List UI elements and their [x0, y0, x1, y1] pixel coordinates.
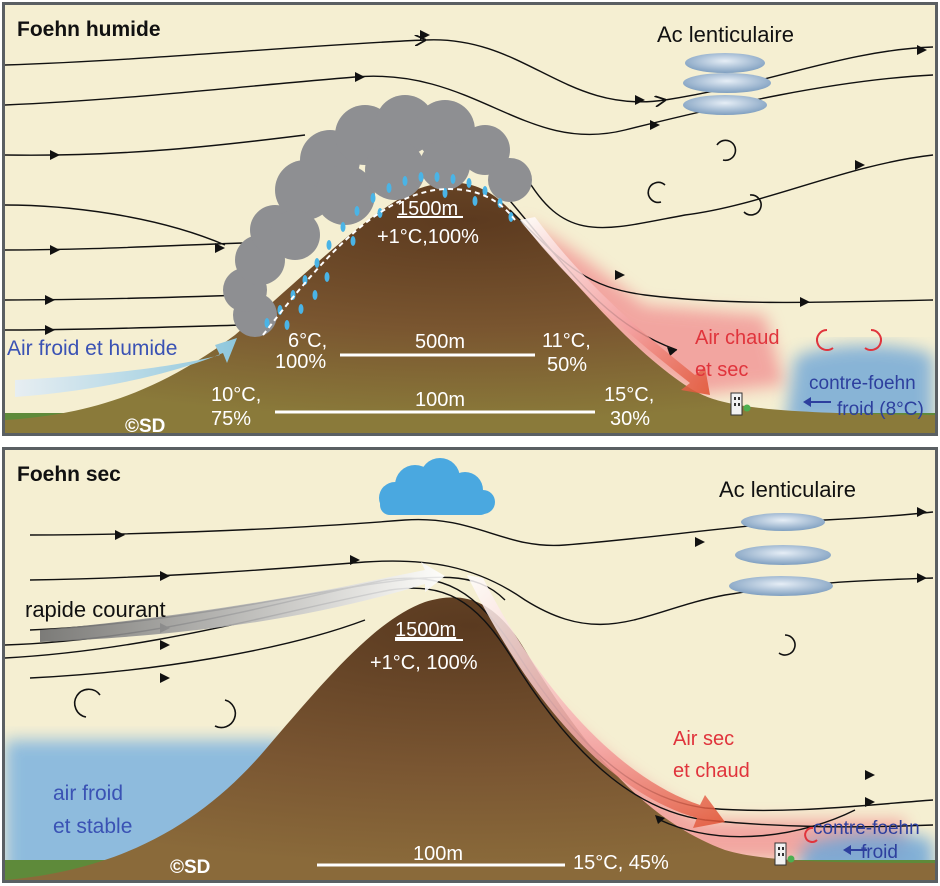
town-icon	[774, 842, 795, 866]
ac-lenticulaire-label: Ac lenticulaire	[719, 477, 856, 502]
signature: ©SD	[170, 857, 211, 878]
mountain	[5, 597, 935, 880]
cold-air-label-1: air froid	[53, 782, 124, 805]
altitude-100m: 100m	[413, 843, 464, 865]
summit-altitude: 1500m	[397, 198, 459, 220]
jet-label: rapide courant	[25, 597, 166, 622]
summit-conditions: +1°C, 100%	[370, 652, 478, 674]
windward-500-temp: 6°C,	[288, 330, 328, 352]
eddies	[647, 139, 762, 216]
warm-air-label-2: et sec	[695, 359, 749, 381]
inflow-label: Air froid et humide	[7, 337, 178, 360]
orographic-cloud	[223, 95, 532, 337]
summit-conditions: +1°C,100%	[377, 226, 479, 248]
signature: ©SD	[125, 416, 166, 436]
windward-500-rh: 100%	[275, 351, 327, 373]
red-eddies	[816, 329, 882, 351]
jet-arrow	[40, 562, 445, 642]
summit-altitude: 1500m	[395, 619, 457, 641]
leeward-500-rh: 50%	[547, 354, 588, 376]
eddies	[73, 634, 796, 729]
windward-100-rh: 75%	[211, 408, 252, 430]
counter-foehn-label-2: froid (8°C)	[837, 399, 924, 420]
panel-foehn-humide: Foehn humide Ac lenticulaire Air froid e…	[2, 2, 938, 436]
moist-ascent-path	[262, 188, 516, 336]
warm-air-label-1: Air sec	[673, 728, 735, 750]
panel-foehn-sec: Foehn sec Ac lenticulaire rapide courant…	[2, 447, 938, 883]
diagram-foehn-humide	[5, 30, 935, 433]
altitude-100m: 100m	[415, 389, 466, 411]
lenticular-clouds	[729, 513, 833, 596]
ac-lenticulaire-label: Ac lenticulaire	[657, 22, 794, 47]
panel-title: Foehn sec	[17, 463, 121, 486]
windward-100-temp: 10°C,	[211, 384, 262, 406]
warm-air-label-2: et chaud	[673, 760, 750, 782]
counter-foehn-label-2: froid	[861, 842, 898, 863]
streamline-arrowheads	[45, 30, 927, 356]
descending-arrow	[467, 575, 725, 828]
red-eddy	[804, 826, 818, 843]
mountain	[5, 182, 935, 433]
leeward-100-conditions: 15°C, 45%	[573, 852, 669, 874]
town-icon	[730, 392, 751, 416]
diagram-foehn-sec	[5, 458, 935, 880]
warm-air-zone	[520, 220, 785, 395]
inflow-arrow	[15, 338, 237, 397]
counter-foehn-label-1: contre-foehn	[809, 373, 916, 394]
panel-title: Foehn humide	[17, 18, 161, 41]
leeward-100-temp: 15°C,	[604, 384, 655, 406]
cumulus-cloud	[379, 458, 495, 515]
lenticular-clouds	[683, 53, 771, 115]
descending-arrow	[520, 217, 710, 395]
counter-foehn-zone	[785, 345, 933, 425]
counter-foehn-label-1: contre-foehn	[813, 818, 920, 839]
warm-air-label-1: Air chaud	[695, 327, 780, 349]
leeward-500-temp: 11°C,	[542, 330, 591, 352]
leeward-100-rh: 30%	[610, 408, 651, 430]
cold-air-label-2: et stable	[53, 815, 133, 838]
altitude-500m: 500m	[415, 331, 466, 353]
